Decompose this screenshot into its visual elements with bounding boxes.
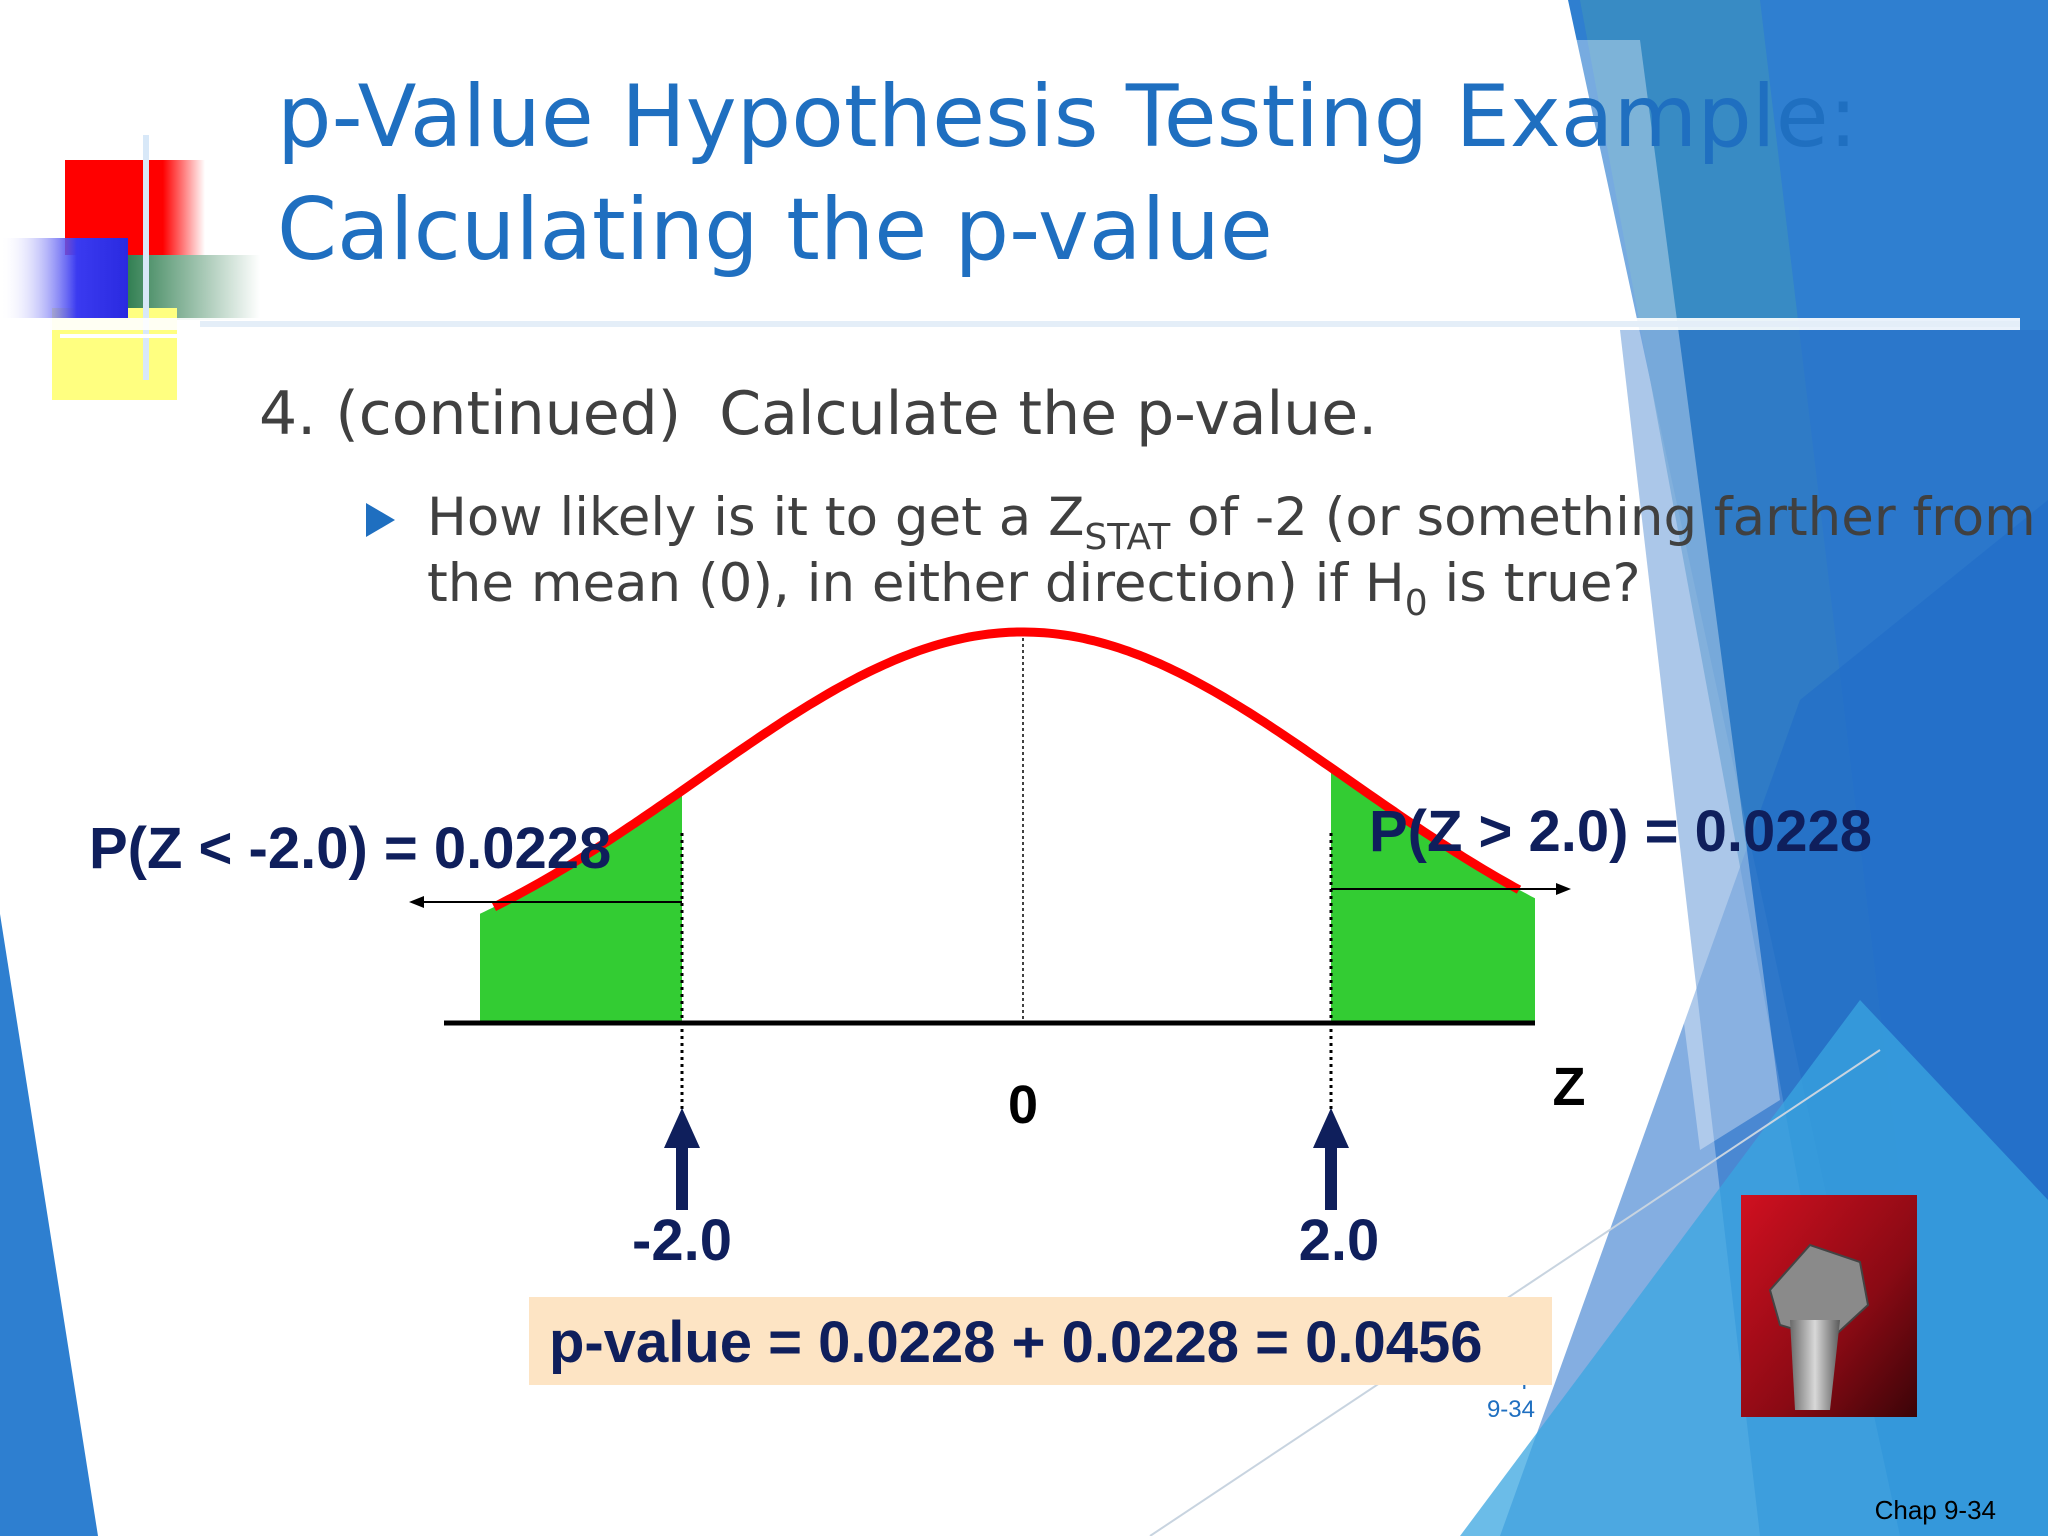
bullet-text: of -2 (or something farther from — [1170, 487, 2036, 548]
mean-label: 0 — [1008, 1075, 1038, 1135]
bolt-nut — [1768, 1243, 1870, 1342]
logo-squares — [0, 135, 260, 400]
bg-shape — [0, 914, 98, 1536]
slide-ref: 9-34 — [1487, 1396, 1535, 1423]
blue-square — [0, 238, 128, 318]
up-arrow-head — [664, 1108, 700, 1148]
arrow-head — [409, 896, 424, 908]
normal-curve-diagram: P(Z < -2.0) = 0.0228 P(Z > 2.0) = 0.0228… — [89, 627, 1872, 1273]
bolt-photo — [1741, 1195, 1917, 1417]
right-probability: P(Z > 2.0) = 0.0228 — [1369, 799, 1872, 864]
bolt-shaft — [1790, 1320, 1840, 1410]
bg-shape — [1560, 40, 1780, 1150]
density-curve — [491, 627, 1522, 912]
bullet-text: How likely is it to get a Z — [427, 487, 1084, 548]
subscript: STAT — [1084, 517, 1171, 558]
up-arrow — [1325, 1140, 1337, 1210]
result-text: p-value = 0.0228 + 0.0228 = 0.0456 — [549, 1310, 1483, 1375]
bg-line — [1149, 1049, 1881, 1536]
right-tail-area — [1331, 767, 1535, 1021]
bullet-line: How likely is it to get a ZSTAT of -2 (o… — [427, 487, 2036, 558]
axis-label: Z — [1553, 1057, 1586, 1117]
bullet-text: the mean (0), in either direction) if H — [427, 553, 1405, 614]
left-tail-area — [480, 790, 682, 1021]
title-line: p-Value Hypothesis Testing Example: — [277, 67, 1858, 167]
cut-label: -2.0 — [632, 1208, 732, 1273]
bullet-text: is true? — [1428, 553, 1641, 614]
result-box — [529, 1297, 1552, 1385]
bullet-line: the mean (0), in either direction) if H0… — [427, 553, 1641, 624]
arrow-head — [1556, 883, 1571, 895]
page-label: Chap 9-34 — [1875, 1495, 1996, 1525]
bullet-marker — [366, 503, 395, 537]
subscript: 0 — [1405, 583, 1428, 624]
title-line: Calculating the p-value — [277, 180, 1273, 280]
left-probability: P(Z < -2.0) = 0.0228 — [89, 816, 611, 881]
cut-label: 2.0 — [1299, 1208, 1380, 1273]
up-arrow-head — [1313, 1108, 1349, 1148]
up-arrow — [676, 1140, 688, 1210]
heading: 4. (continued) Calculate the p-value. — [259, 379, 1377, 449]
